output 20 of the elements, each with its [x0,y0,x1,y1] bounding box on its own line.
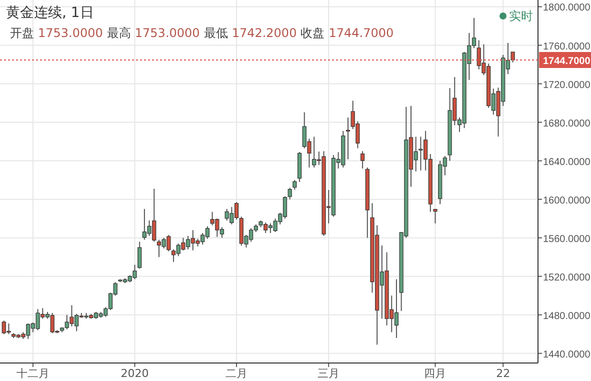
x-tick-label: 22 [496,367,510,380]
y-tick-label: 1680.0000 [543,118,591,130]
y-tick-label: 1560.0000 [543,234,591,245]
x-tick-label: 三月 [318,367,340,380]
x-tick-label: 2020 [120,367,149,380]
x-tick-label: 二月 [226,367,248,380]
ref-line-label: 1744.7000 [543,56,591,67]
y-tick-label: 1600.0000 [543,195,591,206]
x-tick-label: 四月 [424,367,446,380]
x-tick-label: 十二月 [16,367,50,380]
y-tick-label: 1720.0000 [543,80,591,91]
y-tick-label: 1640.0000 [543,156,591,168]
text: 开盘 1753.0000 最高 1753.0000 最低 1742.2000 收盘 1744.7000 [10,26,394,40]
y-tick-label: 1520.0000 [543,272,591,284]
annotation: 实时 [509,9,533,23]
y-tick-label: 1480.0000 [543,310,591,322]
y-tick-label: 1760.0000 [543,41,591,52]
y-tick-label: 1800.0000 [543,2,591,14]
chart-title: 黄金连续, 1日 [6,5,94,21]
y-tick-label: 1440.0000 [543,349,591,360]
